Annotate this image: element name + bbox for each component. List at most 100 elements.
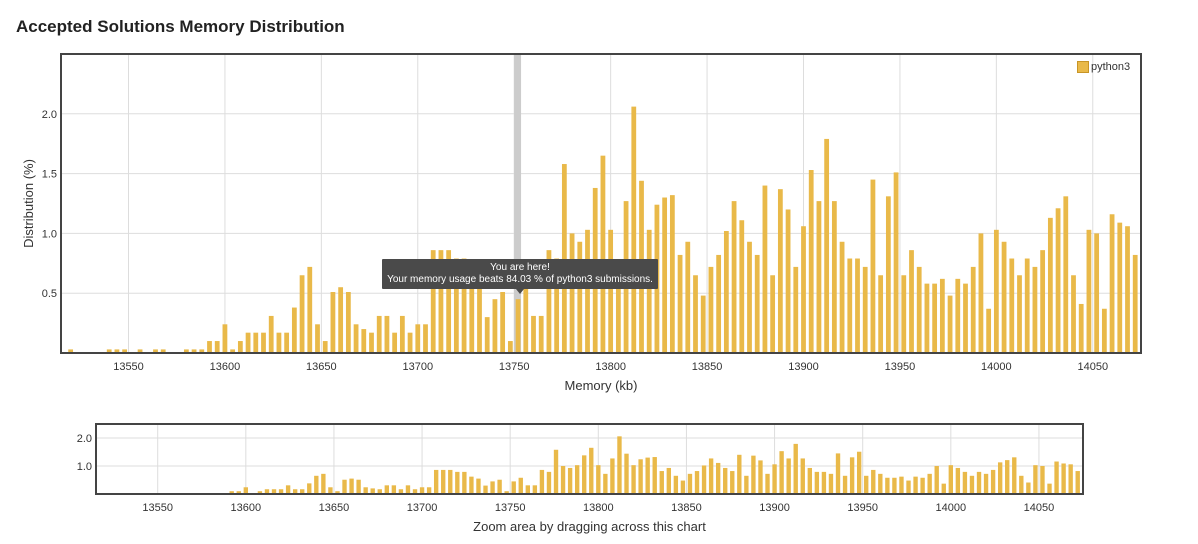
- bar: [610, 458, 615, 494]
- x-tick: 13550: [113, 361, 144, 373]
- bar: [842, 475, 848, 494]
- y-tick-label: 2.0: [42, 109, 57, 121]
- legend[interactable]: python3: [1077, 61, 1130, 73]
- main-bars[interactable]: [68, 106, 1138, 354]
- bar: [849, 457, 855, 494]
- bar: [1040, 466, 1045, 494]
- bar: [585, 229, 590, 353]
- bar: [356, 479, 361, 494]
- bar: [924, 283, 930, 353]
- x-tick: 14000: [981, 361, 1012, 373]
- bar: [948, 465, 953, 494]
- bar: [615, 266, 621, 353]
- bar: [751, 455, 756, 494]
- bar: [342, 479, 347, 494]
- bar: [1047, 483, 1052, 494]
- x-tick-label: 14000: [936, 502, 967, 514]
- y-tick: 1.5: [42, 169, 57, 181]
- bar: [284, 332, 290, 353]
- bar: [737, 454, 742, 494]
- bar: [1078, 303, 1084, 353]
- x-tick: 13850: [692, 361, 723, 373]
- x-tick-label: 13650: [319, 502, 350, 514]
- bar: [518, 477, 523, 494]
- bar: [986, 308, 992, 353]
- bar: [913, 476, 918, 494]
- bar: [484, 317, 490, 353]
- tooltip-arrow: [516, 289, 525, 294]
- bar: [264, 489, 270, 494]
- bar: [677, 254, 683, 353]
- bar: [500, 292, 506, 353]
- bar: [191, 349, 197, 353]
- bar: [1054, 461, 1059, 494]
- bar: [433, 469, 439, 494]
- bar: [515, 299, 521, 353]
- bar: [754, 254, 760, 353]
- bar: [603, 473, 608, 494]
- bar: [777, 189, 783, 353]
- bar: [744, 475, 749, 494]
- x-tick-label: 13950: [885, 361, 916, 373]
- x-tick-label: 14050: [1024, 502, 1055, 514]
- bar: [582, 455, 587, 494]
- bar: [330, 292, 336, 353]
- bar: [328, 487, 333, 494]
- bar: [793, 443, 798, 494]
- bar: [525, 485, 530, 494]
- bar: [438, 250, 444, 353]
- x-tick: 13600: [210, 361, 241, 373]
- x-tick: 13950: [847, 502, 878, 514]
- bar: [376, 315, 382, 353]
- zoom-plot-frame[interactable]: [95, 423, 1084, 495]
- bar: [577, 241, 583, 353]
- bar: [523, 283, 529, 353]
- bar: [338, 287, 344, 353]
- bar: [646, 229, 652, 353]
- bar: [106, 349, 112, 353]
- tooltip-line-2: Your memory usage beats 84.03 % of pytho…: [387, 274, 653, 285]
- bar: [448, 469, 453, 494]
- bar: [731, 201, 737, 353]
- x-tick: 14000: [936, 502, 967, 514]
- bar: [271, 489, 277, 494]
- main-plot-frame[interactable]: [60, 53, 1142, 354]
- bar: [785, 209, 791, 353]
- bar: [314, 475, 319, 494]
- bar: [1086, 229, 1092, 353]
- bar: [160, 349, 166, 353]
- y-tick-label: 1.0: [42, 228, 57, 240]
- bar: [739, 220, 745, 353]
- x-tick-label: 13700: [407, 502, 438, 514]
- bar: [546, 250, 552, 353]
- bar: [631, 106, 637, 354]
- x-tick-label: 13850: [692, 361, 723, 373]
- zoom-x-ticks: 13550 13600 13650 13700 13750 13800 13850 13900…: [142, 502, 1054, 514]
- bar: [786, 458, 791, 494]
- bar: [222, 324, 228, 353]
- bar: [708, 458, 714, 494]
- bar: [554, 258, 560, 353]
- bar: [253, 332, 259, 353]
- bar: [469, 476, 474, 494]
- bar: [814, 471, 820, 494]
- bar: [638, 459, 643, 494]
- bar: [970, 266, 976, 353]
- x-tick: 13750: [495, 502, 526, 514]
- bar: [1024, 258, 1030, 353]
- bar: [716, 254, 722, 353]
- bar: [645, 457, 650, 494]
- bar: [669, 195, 675, 353]
- bar: [407, 332, 413, 353]
- bar: [793, 266, 799, 353]
- zoom-bars[interactable]: [102, 436, 1080, 494]
- bar: [322, 341, 328, 353]
- y-tick: 1.0: [42, 228, 57, 240]
- bar: [932, 283, 938, 353]
- bar: [993, 229, 999, 353]
- bar: [920, 477, 925, 494]
- x-tick-label: 13550: [142, 502, 173, 514]
- bar: [978, 233, 984, 353]
- bar: [236, 491, 241, 494]
